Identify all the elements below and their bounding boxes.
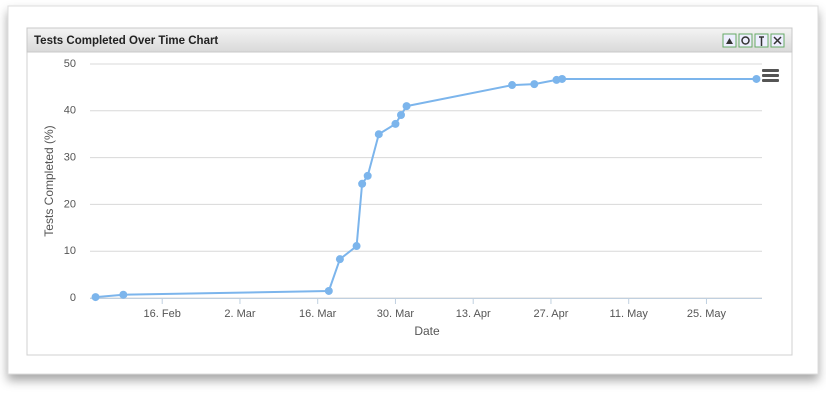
data-point — [397, 111, 406, 120]
data-point — [391, 119, 400, 128]
data-point — [119, 290, 128, 299]
y-tick-label: 40 — [64, 105, 76, 117]
x-tick-label: 2. Mar — [224, 308, 256, 320]
data-point — [374, 130, 383, 139]
chart-menu[interactable] — [762, 69, 779, 82]
y-tick-label: 0 — [70, 292, 76, 304]
x-tick-label: 30. Mar — [377, 308, 415, 320]
header-buttons — [722, 33, 785, 48]
data-point — [530, 80, 539, 89]
data-point — [402, 102, 411, 111]
x-tick-label: 11. May — [610, 308, 649, 320]
data-point — [363, 171, 372, 180]
settings-button[interactable] — [738, 33, 753, 48]
data-point — [352, 242, 361, 251]
x-tick-label: 25. May — [687, 308, 727, 320]
data-point — [508, 81, 517, 90]
panel-header — [26, 27, 793, 53]
x-tick-label: 13. Apr — [456, 308, 491, 320]
y-tick-label: 10 — [64, 245, 76, 257]
panel — [26, 27, 793, 356]
x-tick-label: 27. Apr — [534, 308, 569, 320]
x-tick-label: 16. Mar — [299, 308, 337, 320]
panel-title: Tests Completed Over Time Chart — [34, 35, 218, 47]
data-point — [324, 286, 333, 295]
data-point — [752, 74, 761, 83]
x-axis-label: Date — [414, 324, 440, 338]
series-line — [95, 78, 757, 299]
data-point — [558, 74, 567, 83]
y-tick-label: 20 — [64, 198, 76, 210]
y-tick-label: 30 — [64, 152, 76, 164]
y-tick-label: 50 — [64, 58, 76, 70]
x-tick-label: 16. Feb — [144, 308, 181, 320]
y-axis-label: Tests Completed (%) — [42, 125, 56, 236]
data-point — [91, 293, 100, 302]
data-point — [358, 179, 367, 188]
data-point — [335, 255, 344, 264]
